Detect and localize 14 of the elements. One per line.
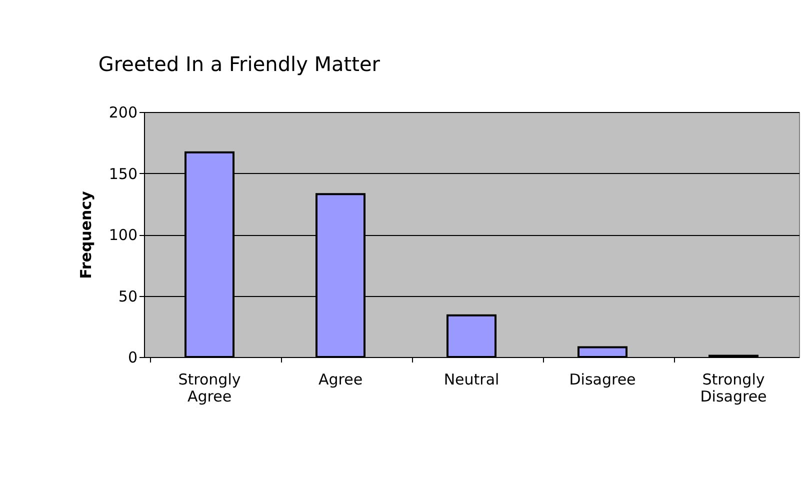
y-tick-label: 0 (128, 348, 138, 366)
x-tick-label: Agree (318, 370, 363, 388)
x-tick-label: Strongly Disagree (700, 370, 767, 406)
chart-title: Greeted In a Friendly Matter (98, 52, 381, 76)
y-tick-label: 200 (108, 104, 138, 122)
x-tick-label: Strongly Agree (178, 370, 241, 406)
y-tick-label: 100 (108, 226, 138, 244)
x-tick-label: Neutral (444, 370, 500, 388)
y-axis-title: Frequency (76, 190, 95, 279)
bar (578, 346, 628, 358)
y-tick-label: 150 (108, 164, 138, 183)
x-tick-label: Disagree (569, 370, 636, 388)
bar (446, 314, 496, 358)
y-tick-label: 50 (118, 287, 138, 306)
